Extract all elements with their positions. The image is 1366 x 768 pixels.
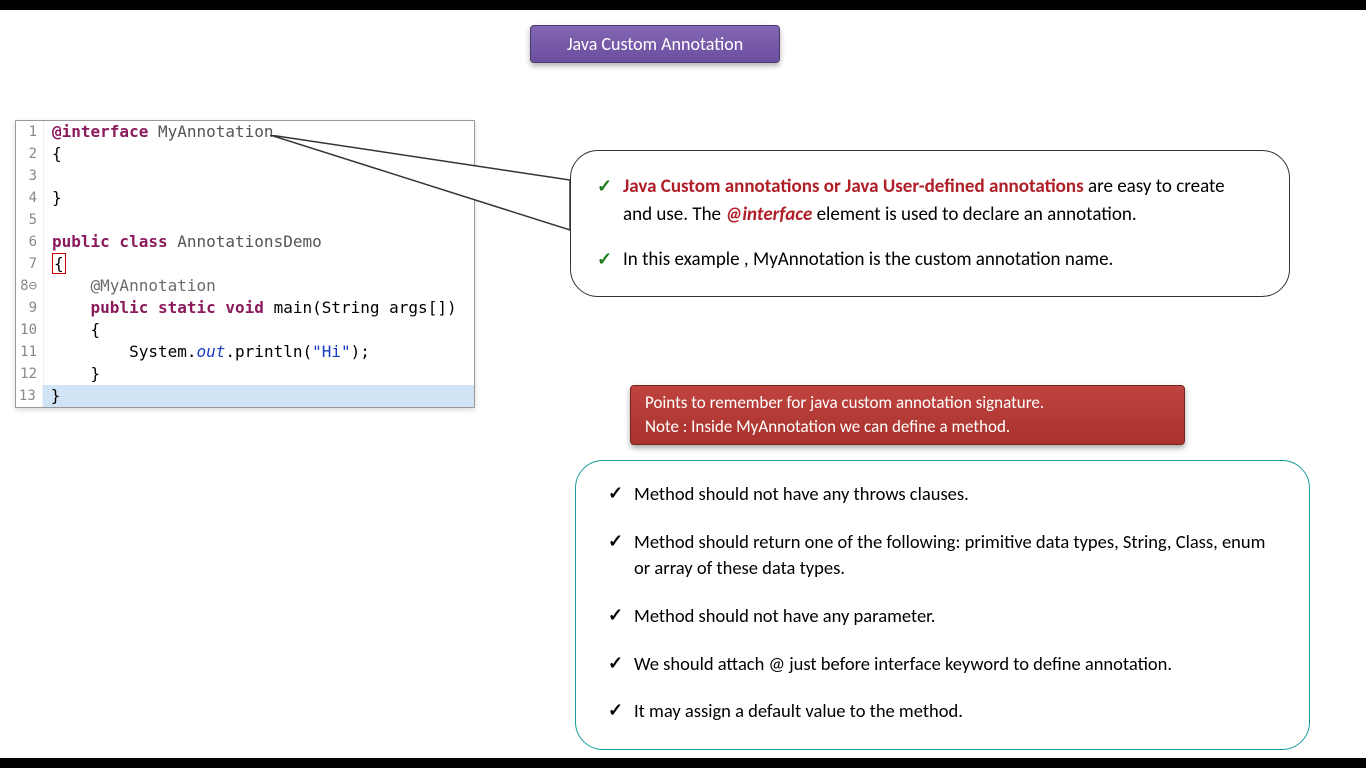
points-item-3: Method should not have any parameter.: [604, 603, 1281, 629]
points-4-text: We should attach @ just before interface…: [634, 652, 1172, 675]
code-line: {: [44, 319, 100, 341]
code-row: 5: [16, 209, 474, 231]
code-row: 3: [16, 165, 474, 187]
callout-1-interface: @interface: [725, 203, 812, 226]
code-line: {: [44, 143, 62, 165]
points-1-text: Method should not have any throws clause…: [634, 482, 969, 505]
code-gutter: 1: [16, 121, 44, 143]
code-row: 11 System.out.println("Hi");: [16, 341, 474, 363]
code-row: 7{: [16, 253, 474, 275]
code-line: }: [44, 363, 100, 385]
code-row: 13}: [16, 385, 474, 407]
code-gutter: 7: [16, 253, 44, 275]
code-line: [44, 165, 52, 187]
points-item-1: Method should not have any throws clause…: [604, 481, 1281, 507]
code-gutter: 4: [16, 187, 44, 209]
code-row: 2{: [16, 143, 474, 165]
code-gutter: 13: [16, 385, 43, 407]
points-2-text: Method should return one of the followin…: [634, 530, 1265, 579]
code-row: 8⊖ @MyAnnotation: [16, 275, 474, 297]
callout-list: Java Custom annotations or Java User-def…: [593, 173, 1257, 274]
code-line: {: [44, 253, 66, 275]
points-3-text: Method should not have any parameter.: [634, 604, 935, 627]
code-line: }: [43, 385, 474, 407]
code-gutter: 8⊖: [16, 275, 44, 297]
code-line: public class AnnotationsDemo: [44, 231, 322, 253]
code-row: 4}: [16, 187, 474, 209]
code-gutter: 5: [16, 209, 44, 231]
code-gutter: 3: [16, 165, 44, 187]
callout-2-text: In this example , MyAnnotation is the cu…: [623, 248, 1113, 271]
callout-box: Java Custom annotations or Java User-def…: [570, 150, 1290, 297]
points-item-2: Method should return one of the followin…: [604, 529, 1281, 581]
code-row: 12 }: [16, 363, 474, 385]
code-line: @interface MyAnnotation: [44, 121, 274, 143]
code-line: [44, 209, 52, 231]
code-gutter: 9: [16, 297, 44, 319]
code-gutter: 10: [16, 319, 44, 341]
code-row: 6public class AnnotationsDemo: [16, 231, 474, 253]
callout-item-2: In this example , MyAnnotation is the cu…: [593, 246, 1257, 274]
code-row: 9 public static void main(String args[]): [16, 297, 474, 319]
code-line: System.out.println("Hi");: [44, 341, 370, 363]
slide-title-text: Java Custom Annotation: [567, 33, 743, 55]
warning-line-2: Note : Inside MyAnnotation we can define…: [645, 415, 1170, 439]
code-row: 10 {: [16, 319, 474, 341]
points-box: Method should not have any throws clause…: [575, 460, 1310, 750]
points-list: Method should not have any throws clause…: [604, 481, 1281, 724]
points-5-text: It may assign a default value to the met…: [634, 699, 963, 722]
code-line: public static void main(String args[]): [44, 297, 457, 319]
points-item-4: We should attach @ just before interface…: [604, 651, 1281, 677]
code-gutter: 6: [16, 231, 44, 253]
code-gutter: 11: [16, 341, 44, 363]
code-line: @MyAnnotation: [44, 275, 216, 297]
points-item-5: It may assign a default value to the met…: [604, 698, 1281, 724]
warning-banner: Points to remember for java custom annot…: [630, 385, 1185, 445]
warning-line-1: Points to remember for java custom annot…: [645, 391, 1170, 415]
callout-item-1: Java Custom annotations or Java User-def…: [593, 173, 1257, 228]
code-editor-snippet: 1@interface MyAnnotation2{34}56public cl…: [15, 120, 475, 408]
callout-1-b: element is used to declare an annotation…: [812, 203, 1136, 226]
code-gutter: 12: [16, 363, 44, 385]
code-row: 1@interface MyAnnotation: [16, 121, 474, 143]
code-gutter: 2: [16, 143, 44, 165]
code-line: }: [44, 187, 62, 209]
callout-1-red: Java Custom annotations or Java User-def…: [623, 175, 1084, 198]
slide-title-badge: Java Custom Annotation: [530, 25, 780, 63]
